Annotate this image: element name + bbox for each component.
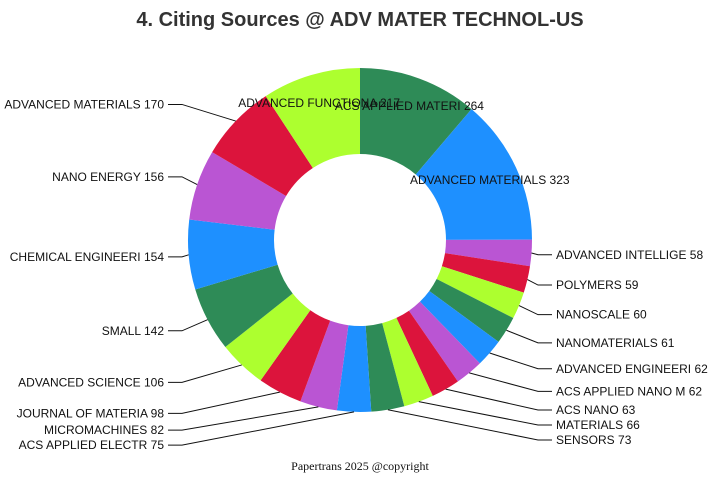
slice-labels: ACS APPLIED MATERI 264 ADVANCED MATERIALS… — [4, 96, 708, 452]
leader-line-8 — [469, 372, 552, 392]
leader-line-19 — [168, 103, 236, 122]
slice-14-journal-of-materia — [260, 310, 331, 402]
slice-10-materials — [382, 317, 433, 407]
slice-label-7-advanced-engineeri: ADVANCED ENGINEERI 62 — [556, 362, 708, 376]
leader-line-10 — [418, 401, 552, 426]
slice-4-polymers — [441, 253, 530, 293]
slice-2-advanced-materials — [415, 109, 532, 240]
slice-7-advanced-engineeri — [419, 290, 499, 364]
slice-19-advanced-materials — [212, 96, 313, 197]
slice-17-chemical-engineeri — [188, 219, 278, 290]
leader-line-5 — [518, 305, 552, 316]
leader-line-13 — [168, 406, 319, 431]
slice-3-advanced-intellige — [444, 239, 532, 267]
slice-label-19-advanced-materials: ADVANCED MATERIALS 170 — [4, 97, 164, 111]
slice-label-12-acs-applied-electr: ACS APPLIED ELECTR 75 — [19, 438, 165, 452]
chart-title: 4. Citing Sources @ ADV MATER TECHNOL-US — [136, 9, 583, 31]
slice-6-nanomaterials — [429, 279, 514, 342]
slice-12-acs-applied-electr — [336, 325, 372, 412]
slice-label-20-advanced-functiona: ADVANCED FUNCTIONA 217 — [238, 96, 400, 110]
slice-5-nanoscale — [436, 266, 524, 319]
chart-footer: Papertrans 2025 @copyright — [291, 459, 429, 473]
slice-label-16-small: SMALL 142 — [102, 324, 165, 338]
leader-line-18 — [168, 176, 198, 186]
slice-label-13-micromachines: MICROMACHINES 82 — [44, 423, 164, 437]
leader-line-4 — [527, 279, 552, 286]
slice-label-1-acs-applied-materi: ACS APPLIED MATERI 264 — [335, 99, 484, 113]
slice-15-advanced-science — [225, 293, 311, 381]
leader-line-17 — [168, 254, 189, 258]
slice-label-10-materials: MATERIALS 66 — [556, 418, 640, 432]
slice-label-8-acs-applied-nano-m: ACS APPLIED NANO M 62 — [556, 384, 702, 398]
leader-line-11 — [387, 409, 552, 441]
slice-label-18-nano-energy: NANO ENERGY 156 — [52, 170, 164, 184]
slice-8-acs-applied-nano-m — [408, 301, 480, 382]
slice-label-6-nanomaterials: NANOMATERIALS 61 — [556, 336, 675, 350]
slice-label-9-acs-nano: ACS NANO 63 — [556, 403, 636, 417]
label-leaders — [168, 103, 552, 446]
leader-line-12 — [168, 411, 355, 446]
leader-line-6 — [506, 329, 552, 344]
slice-11-sensors — [365, 323, 405, 412]
leader-line-3 — [531, 252, 552, 256]
donut-slices — [188, 68, 532, 412]
slice-18-nano-energy — [189, 152, 287, 230]
leader-line-7 — [489, 352, 552, 370]
slice-label-15-advanced-science: ADVANCED SCIENCE 106 — [18, 375, 164, 389]
slice-20-advanced-functiona — [265, 68, 360, 169]
slice-16-small — [195, 264, 293, 348]
leader-line-16 — [168, 319, 208, 332]
slice-label-14-journal-of-materia: JOURNAL OF MATERIA 98 — [17, 406, 165, 420]
slice-label-4-polymers: POLYMERS 59 — [556, 278, 639, 292]
slice-label-17-chemical-engineeri: CHEMICAL ENGINEERI 154 — [10, 250, 165, 264]
leader-line-14 — [168, 391, 280, 414]
slice-label-5-nanoscale: NANOSCALE 60 — [556, 308, 647, 322]
slice-label-11-sensors: SENSORS 73 — [556, 433, 632, 447]
slice-label-3-advanced-intellige: ADVANCED INTELLIGE 58 — [556, 248, 703, 262]
slice-9-acs-nano — [396, 310, 458, 396]
slice-1-acs-applied-materi — [360, 68, 472, 175]
slice-label-2-advanced-materials: ADVANCED MATERIALS 323 — [410, 173, 570, 187]
slice-13-micromachines — [300, 320, 349, 411]
leader-line-9 — [445, 388, 552, 411]
leader-line-15 — [168, 364, 242, 383]
